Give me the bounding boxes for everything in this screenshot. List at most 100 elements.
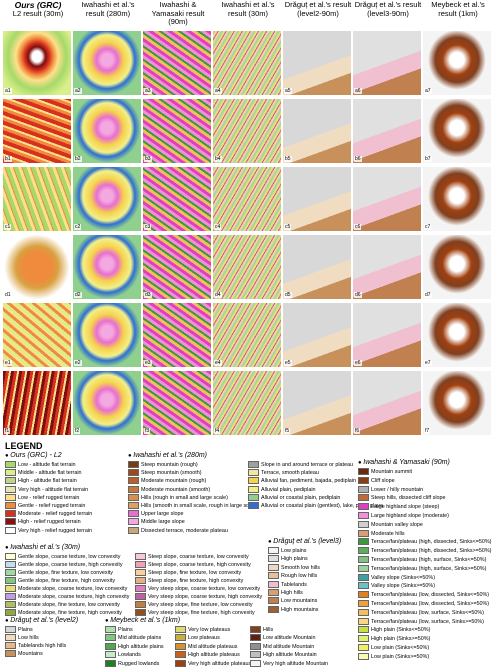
column-header: Iwahashi & Yamasaki result (90m) — [143, 0, 213, 27]
legend-group-title: Iwahashi et al.'s (280m) — [128, 452, 207, 459]
legend-item: Middle - altitude flat terrain — [5, 469, 82, 477]
panel-label: d4 — [214, 292, 222, 298]
legend-item: Alluvial or coastal plain, pediplain — [248, 493, 340, 502]
legend-item: Terrace/fan/plateau (low, dissected, Sin… — [358, 600, 489, 608]
legend-label: Steep slope, coarse texture, low convexi… — [148, 553, 249, 560]
legend-item: Hills (rough in small and large scale) — [128, 493, 228, 502]
legend-group-title: Drăguț et al.'s (level3) — [268, 538, 341, 545]
legend-item: Low hills — [5, 634, 39, 642]
legend-label: Terrace/fan/plateau (high, dissected, Si… — [371, 539, 492, 546]
legend-label: High altitude plains — [118, 643, 164, 650]
legend-item: Plains — [5, 626, 33, 634]
map-panel: d1 — [3, 235, 71, 299]
legend-swatch — [135, 601, 146, 608]
legend-label: Mountain summit — [371, 468, 413, 475]
map-panel: b2 — [73, 99, 141, 163]
map-panel: c1 — [3, 167, 71, 231]
legend-label: Gentle - relief rugged terrain — [18, 502, 86, 509]
legend-swatch — [128, 477, 139, 485]
legend-label: High altitude Mountain — [263, 652, 317, 659]
column-title: Meybeck et al.'s result (1km) — [431, 0, 485, 18]
panel-label: b7 — [424, 156, 432, 162]
legend-label: Valley slope (Sinks<=50%) — [371, 574, 436, 581]
legend-label: Moderate slope, fine texture, high conve… — [18, 609, 122, 616]
legend-item: Gentle slope, coarse texture, low convex… — [5, 553, 120, 561]
legend-label: Slope in and around terrace or plateau — [261, 461, 354, 468]
legend-item: Lowlands — [105, 651, 141, 659]
legend-swatch — [5, 642, 16, 649]
legend-swatch — [358, 476, 369, 484]
legend-item: Terrace/fan/plateau (low, surface, Sinks… — [358, 608, 484, 617]
legend-label: Mountain valley slope — [371, 521, 423, 528]
legend-item: Alluvial or coastal plain (gentlest), la… — [248, 502, 383, 510]
legend-swatch — [128, 461, 139, 468]
legend-item: High plain (Sinks>=50%) — [358, 635, 430, 643]
panel-label: d5 — [284, 292, 292, 298]
column-title: Iwahashi & Yamasaki result (90m) — [151, 0, 205, 26]
legend-label: Terrace/fan/plateau (high, surface, Sink… — [371, 565, 487, 572]
legend-swatch — [358, 582, 369, 590]
legend-swatch — [250, 659, 261, 667]
legend-item: High - relief rugged terrain — [5, 518, 81, 526]
legend-group-title: Ours (GRC) - L2 — [5, 452, 61, 459]
map-panel: f5 — [283, 371, 351, 435]
legend-swatch — [5, 634, 16, 641]
legend-label: Terrace, smooth plateau — [261, 470, 319, 477]
legend-swatch — [358, 538, 369, 546]
legend-swatch — [135, 585, 146, 592]
legend-item: Terrace/fan/plateau (low, surface, Sinks… — [358, 617, 484, 626]
legend-label: Steep hills, dissected cliff slope — [371, 495, 446, 502]
legend-label: High plains — [281, 556, 308, 563]
legend-swatch — [5, 593, 16, 600]
panel-label: e2 — [74, 360, 82, 366]
legend-swatch — [358, 494, 369, 502]
legend-label: Gentle slope, fine texture, low convexit… — [18, 569, 113, 576]
legend-swatch — [248, 502, 259, 509]
legend-label: Low plateaus — [188, 635, 220, 642]
legend-swatch — [5, 553, 16, 560]
legend-label: Moderate slope, fine texture, low convex… — [18, 601, 120, 608]
legend-swatch — [358, 529, 369, 537]
map-panel: c5 — [283, 167, 351, 231]
map-panel: b6 — [353, 99, 421, 163]
legend-swatch — [248, 461, 259, 468]
legend-swatch — [358, 512, 369, 519]
legend-swatch — [358, 547, 369, 555]
legend-item: Low - altitude flat terrain — [5, 461, 76, 469]
legend-label: Hills (smooth in small scale, rough in l… — [141, 502, 258, 509]
map-panel: b3 — [143, 99, 211, 163]
panel-label: e5 — [284, 360, 292, 366]
map-panel: c3 — [143, 167, 211, 231]
legend-item: Gentle - relief rugged terrain — [5, 502, 85, 510]
legend-swatch — [5, 526, 16, 534]
map-panel: c6 — [353, 167, 421, 231]
legend-swatch — [268, 580, 279, 588]
map-panel: c4 — [213, 167, 281, 231]
legend-swatch — [135, 569, 146, 576]
map-panel: e5 — [283, 303, 351, 367]
legend-item: Terrace/fan/plateau (high, surface, Sink… — [358, 564, 487, 573]
legend-swatch — [358, 573, 369, 581]
legend-label: Large highland slope (moderate) — [371, 512, 449, 519]
legend-swatch — [248, 493, 259, 501]
legend-swatch — [5, 650, 16, 657]
legend-swatch — [250, 626, 261, 633]
legend-label: Valley slope (Sinks>=50%) — [371, 583, 436, 590]
legend-label: High plain (Sinks>=50%) — [371, 636, 431, 643]
legend-item: Very steep slope, fine texture, low conv… — [135, 601, 253, 609]
map-panel: e7 — [423, 303, 491, 367]
panel-label: f1 — [4, 428, 11, 434]
panel-label: c4 — [214, 224, 222, 230]
map-panel: e1 — [3, 303, 71, 367]
legend-label: Very high altitude Mountain — [263, 660, 329, 667]
legend-item: Moderate slope, fine texture, high conve… — [5, 609, 122, 617]
legend-label: Gentle slope, fine texture, high convexi… — [18, 577, 116, 584]
panel-label: c3 — [144, 224, 152, 230]
map-panel: f6 — [353, 371, 421, 435]
panel-label: a3 — [144, 88, 152, 94]
legend-swatch — [5, 510, 16, 518]
legend-swatch — [135, 561, 146, 568]
legend-label: Steep slope, coarse texture, high convex… — [148, 561, 251, 568]
legend-item: Terrace, smooth plateau — [248, 469, 319, 477]
